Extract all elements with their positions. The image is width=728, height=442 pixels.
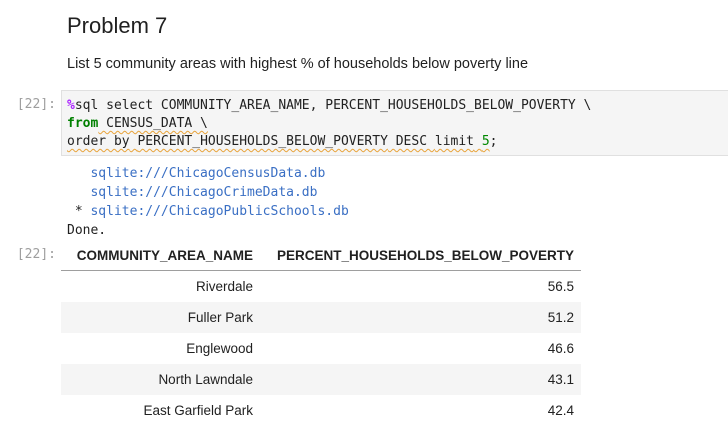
- code-line-1-text: sql select COMMUNITY_AREA_NAME, PERCENT_…: [74, 98, 592, 113]
- poverty-percent-cell: 42.4: [547, 403, 574, 418]
- connection-marker: [67, 166, 90, 181]
- connection-url[interactable]: sqlite:///ChicagoPublicSchools.db: [90, 204, 349, 219]
- table-row: Fuller Park 51.2: [61, 302, 581, 333]
- limit-number: 5: [481, 134, 490, 149]
- code-space-2: [474, 134, 482, 149]
- code-editor[interactable]: %sql select COMMUNITY_AREA_NAME, PERCENT…: [61, 90, 728, 156]
- code-line-2-text: CENSUS_DATA \: [98, 116, 208, 131]
- code-line-2: from CENSUS_DATA \: [67, 115, 208, 133]
- connection-line: sqlite:///ChicagoCensusData.db: [67, 164, 325, 183]
- active-connection-marker: *: [67, 204, 91, 219]
- sql-magic-symbol: %: [67, 98, 75, 113]
- connection-url[interactable]: sqlite:///ChicagoCrimeData.db: [90, 185, 318, 200]
- community-area-cell: North Lawndale: [61, 364, 260, 395]
- desc-text: DESC: [387, 134, 435, 149]
- column-header-community-area-name: COMMUNITY_AREA_NAME: [61, 240, 260, 271]
- problem-description: List 5 community areas with highest % of…: [67, 56, 529, 72]
- poverty-percent-cell: 46.6: [547, 341, 574, 356]
- table-row: North Lawndale 43.1: [61, 364, 581, 395]
- order-column-text: PERCENT_HOUSEHOLDS_BELOW_POVERTY: [137, 134, 388, 149]
- connection-marker: [67, 185, 90, 200]
- table-row: East Garfield Park 42.4: [61, 395, 581, 426]
- community-area-cell: East Garfield Park: [143, 403, 253, 418]
- community-area-cell: Englewood: [186, 341, 253, 356]
- connection-line: sqlite:///ChicagoCrimeData.db: [67, 183, 317, 202]
- problem-title: Problem 7: [67, 13, 168, 38]
- poverty-percent-cell: 56.5: [547, 279, 574, 294]
- connection-line-active: * sqlite:///ChicagoPublicSchools.db: [67, 202, 349, 221]
- table-header-row: COMMUNITY_AREA_NAME PERCENT_HOUSEHOLDS_B…: [61, 240, 581, 271]
- community-area-cell: Fuller Park: [61, 302, 260, 333]
- limit-text: limit: [434, 134, 475, 149]
- poverty-percent-cell: 51.2: [260, 302, 581, 333]
- poverty-percent-cell: 43.1: [260, 364, 581, 395]
- table-row: Riverdale 56.5: [61, 271, 581, 303]
- column-header-percent-households-below-poverty: PERCENT_HOUSEHOLDS_BELOW_POVERTY: [260, 240, 581, 271]
- order-by-text: order by: [67, 134, 130, 149]
- statement-terminator: ;: [489, 134, 498, 149]
- output-prompt: [22]:: [16, 247, 56, 262]
- input-prompt: [22]:: [16, 97, 56, 112]
- community-area-cell: Riverdale: [195, 279, 253, 294]
- done-text: Done.: [67, 223, 107, 238]
- code-line-1: %sql select COMMUNITY_AREA_NAME, PERCENT…: [67, 97, 591, 115]
- table-row: Englewood 46.6: [61, 333, 581, 364]
- code-line-3: order by PERCENT_HOUSEHOLDS_BELOW_POVERT…: [67, 133, 498, 151]
- result-table: COMMUNITY_AREA_NAME PERCENT_HOUSEHOLDS_B…: [61, 240, 581, 426]
- connection-url[interactable]: sqlite:///ChicagoCensusData.db: [90, 166, 326, 181]
- from-keyword: from: [67, 116, 99, 131]
